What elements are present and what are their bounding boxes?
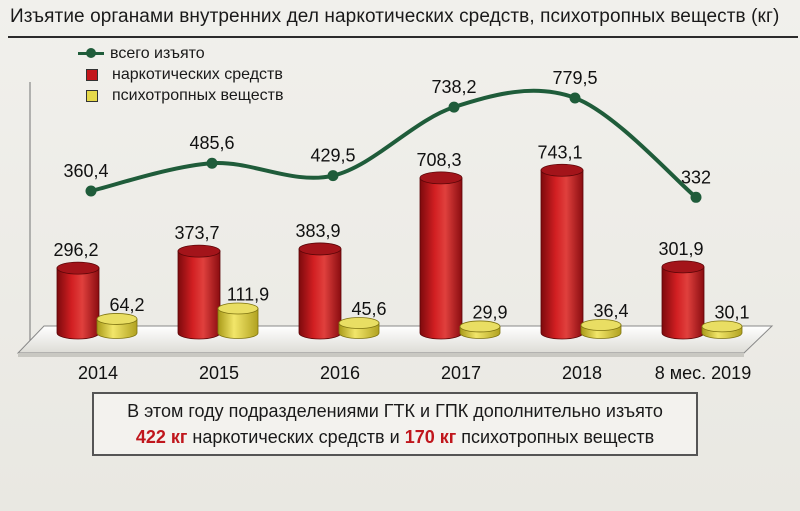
- legend-line-marker: [78, 48, 104, 58]
- bar-narcotic-8мес2019-body: [661, 266, 705, 340]
- point-total-2018: [569, 92, 581, 104]
- info-note: В этом году подразделениями ГТК и ГПК до…: [92, 392, 698, 456]
- data-label-total-1: 485,6: [189, 133, 234, 153]
- note-text-mid: наркотических средств и: [192, 427, 400, 447]
- chart-title: Изъятие органами внутренних дел наркотич…: [10, 6, 780, 27]
- chart-floor-edge: [18, 353, 744, 357]
- bar-psychotropic-2018-top: [580, 319, 622, 331]
- data-label-psychotropic-4: 36,4: [593, 301, 628, 321]
- note-line-2: 422 кг наркотических средств и 170 кг пс…: [94, 424, 696, 450]
- data-label-narcotic-3: 708,3: [416, 150, 461, 170]
- bar-narcotic-2014-body: [56, 267, 100, 340]
- legend-label-total: всего изъято: [110, 45, 205, 62]
- data-label-narcotic-5: 301,9: [658, 239, 703, 259]
- data-label-psychotropic-1: 111,9: [227, 284, 269, 304]
- x-tick-label-0: 2014: [78, 363, 118, 383]
- legend-item-narcotic: наркотических средств: [78, 64, 283, 85]
- bar-psychotropic-8мес2019-top: [701, 320, 743, 333]
- bar-narcotic-2015-body: [177, 250, 221, 340]
- bar-narcotic-8мес2019-top: [661, 260, 705, 274]
- bar-psychotropic-8мес2019: [701, 320, 743, 339]
- point-total-2017: [448, 101, 460, 113]
- legend-item-psychotropic: психотропных веществ: [78, 85, 283, 106]
- title-divider: [8, 36, 798, 38]
- legend-item-total: всего изъято: [78, 43, 283, 64]
- bar-narcotic-8мес2019: [661, 260, 705, 340]
- x-tick-label-2: 2016: [320, 363, 360, 383]
- data-label-psychotropic-2: 45,6: [351, 299, 386, 319]
- legend-label-narcotic: наркотических средств: [112, 66, 283, 83]
- bar-narcotic-2017-body: [419, 177, 463, 340]
- data-label-psychotropic-3: 29,9: [472, 302, 507, 322]
- point-total-2014: [85, 185, 97, 197]
- x-tick-label-4: 2018: [562, 363, 602, 383]
- data-label-narcotic-4: 743,1: [537, 142, 582, 162]
- data-label-total-4: 779,5: [552, 68, 597, 88]
- note-amount-narcotic: 422 кг: [135, 427, 188, 447]
- bar-psychotropic-2016: [338, 317, 380, 339]
- data-label-psychotropic-5: 30,1: [714, 302, 749, 322]
- bar-psychotropic-2017-top: [459, 320, 501, 333]
- data-label-total-5: 332: [681, 167, 711, 187]
- point-total-2015: [206, 157, 218, 169]
- bar-narcotic-2018-body: [540, 169, 584, 340]
- bar-psychotropic-2014: [96, 313, 138, 339]
- bar-narcotic-2014-top: [56, 261, 100, 275]
- bar-narcotic-2017-top: [419, 171, 463, 185]
- bar-psychotropic-2015: [217, 302, 259, 339]
- bar-narcotic-2015-top: [177, 244, 221, 258]
- bar-narcotic-2018: [540, 163, 584, 340]
- bar-narcotic-2016-top: [298, 242, 342, 256]
- data-label-total-0: 360,4: [63, 161, 108, 181]
- data-label-narcotic-0: 296,2: [53, 240, 98, 260]
- x-tick-label-3: 2017: [441, 363, 481, 383]
- bar-narcotic-2018-top: [540, 163, 584, 177]
- data-label-narcotic-1: 373,7: [174, 223, 219, 243]
- note-amount-psychotropic: 170 кг: [404, 427, 457, 447]
- x-tick-label-1: 2015: [199, 363, 239, 383]
- note-text-end: психотропных веществ: [461, 427, 655, 447]
- bar-narcotic-2014: [56, 261, 100, 340]
- legend-label-psychotropic: психотропных веществ: [112, 87, 284, 104]
- series-line-total: [90, 88, 698, 199]
- bar-narcotic-2015: [177, 244, 221, 340]
- x-tick-label-5: 8 мес. 2019: [655, 363, 751, 383]
- note-line-1: В этом году подразделениями ГТК и ГПК до…: [127, 401, 663, 421]
- bar-psychotropic-2018: [580, 319, 622, 339]
- bar-narcotic-2016: [298, 242, 342, 340]
- bar-psychotropic-2016-top: [338, 317, 380, 329]
- data-label-total-3: 738,2: [431, 77, 476, 97]
- bar-narcotic-2016-body: [298, 248, 342, 340]
- point-total-2016: [327, 170, 339, 182]
- bar-psychotropic-2017: [459, 320, 501, 339]
- legend-swatch-narcotic: [86, 68, 98, 81]
- bar-psychotropic-2015-top: [217, 302, 259, 315]
- data-label-total-2: 429,5: [310, 146, 355, 166]
- point-total-8мес2019: [690, 191, 702, 203]
- bar-psychotropic-2015-body: [217, 308, 259, 339]
- legend-swatch-psychotropic: [86, 89, 98, 102]
- data-label-narcotic-2: 383,9: [295, 221, 340, 241]
- bar-narcotic-2017: [419, 171, 463, 340]
- bar-psychotropic-2014-top: [96, 313, 138, 325]
- data-label-psychotropic-0: 64,2: [109, 295, 144, 315]
- legend: всего изъято наркотических средств психо…: [78, 43, 283, 106]
